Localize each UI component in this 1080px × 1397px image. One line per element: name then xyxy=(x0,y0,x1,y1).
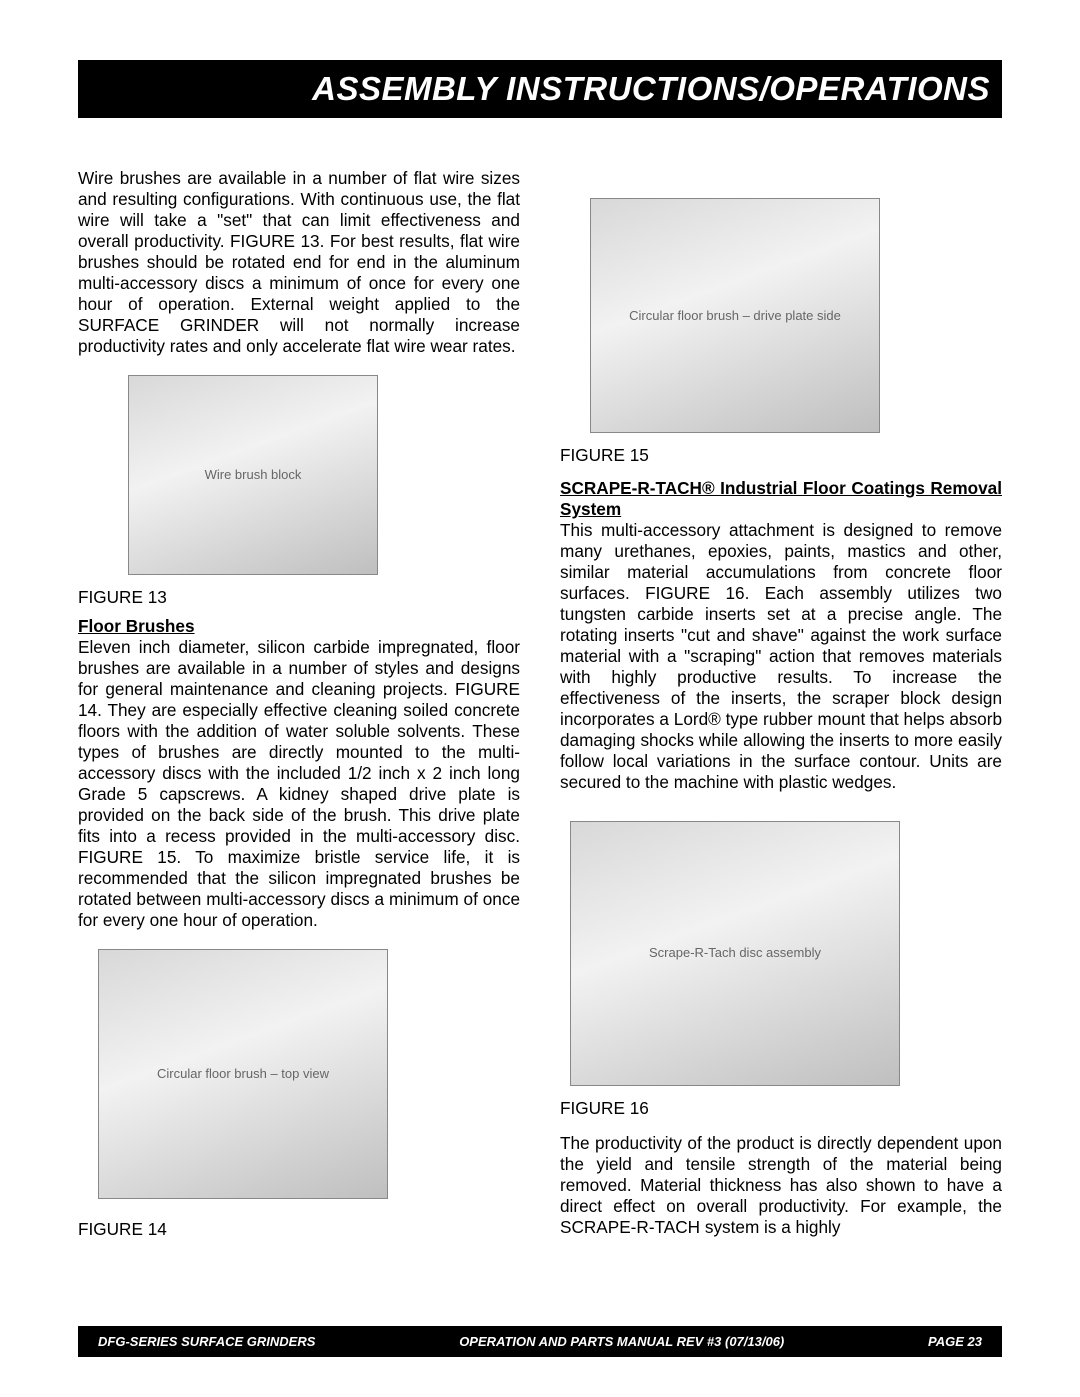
left-column: Wire brushes are available in a number o… xyxy=(78,168,520,1248)
footer-center: OPERATION AND PARTS MANUAL REV #3 (07/13… xyxy=(459,1334,784,1349)
floor-brushes-heading: Floor Brushes xyxy=(78,616,195,636)
wire-brushes-paragraph: Wire brushes are available in a number o… xyxy=(78,168,520,357)
footer-left: DFG-SERIES SURFACE GRINDERS xyxy=(98,1334,315,1349)
right-column: Circular floor brush – drive plate side … xyxy=(560,168,1002,1248)
figure-13-image: Wire brush block xyxy=(128,375,378,575)
scrape-r-tach-heading: SCRAPE-R-TACH® Industrial Floor Coatings… xyxy=(560,478,1002,519)
figure-14-image: Circular floor brush – top view xyxy=(98,949,388,1199)
figure-15-image: Circular floor brush – drive plate side xyxy=(590,198,880,433)
footer-right: PAGE 23 xyxy=(928,1334,982,1349)
scrape-r-tach-paragraph: This multi-accessory attachment is desig… xyxy=(560,520,1002,792)
floor-brushes-section: Floor Brushes Eleven inch diameter, sili… xyxy=(78,616,520,931)
section-header: ASSEMBLY INSTRUCTIONS/OPERATIONS xyxy=(78,60,1002,118)
figure-15: Circular floor brush – drive plate side … xyxy=(560,198,1002,466)
page-container: ASSEMBLY INSTRUCTIONS/OPERATIONS Wire br… xyxy=(0,0,1080,1248)
productivity-paragraph: The productivity of the product is direc… xyxy=(560,1133,1002,1238)
two-column-layout: Wire brushes are available in a number o… xyxy=(78,168,1002,1248)
header-title: ASSEMBLY INSTRUCTIONS/OPERATIONS xyxy=(312,70,990,107)
figure-16-image: Scrape-R-Tach disc assembly xyxy=(570,821,900,1086)
figure-14: Circular floor brush – top view FIGURE 1… xyxy=(78,949,520,1240)
figure-14-label: FIGURE 14 xyxy=(78,1219,520,1240)
figure-15-label: FIGURE 15 xyxy=(560,445,1002,466)
figure-13: Wire brush block FIGURE 13 xyxy=(78,375,520,608)
figure-16-label: FIGURE 16 xyxy=(560,1098,1002,1119)
scrape-r-tach-section: SCRAPE-R-TACH® Industrial Floor Coatings… xyxy=(560,478,1002,793)
page-footer: DFG-SERIES SURFACE GRINDERS OPERATION AN… xyxy=(78,1326,1002,1357)
figure-16: Scrape-R-Tach disc assembly FIGURE 16 xyxy=(560,821,1002,1119)
figure-13-label: FIGURE 13 xyxy=(78,587,520,608)
floor-brushes-paragraph: Eleven inch diameter, silicon carbide im… xyxy=(78,637,520,930)
